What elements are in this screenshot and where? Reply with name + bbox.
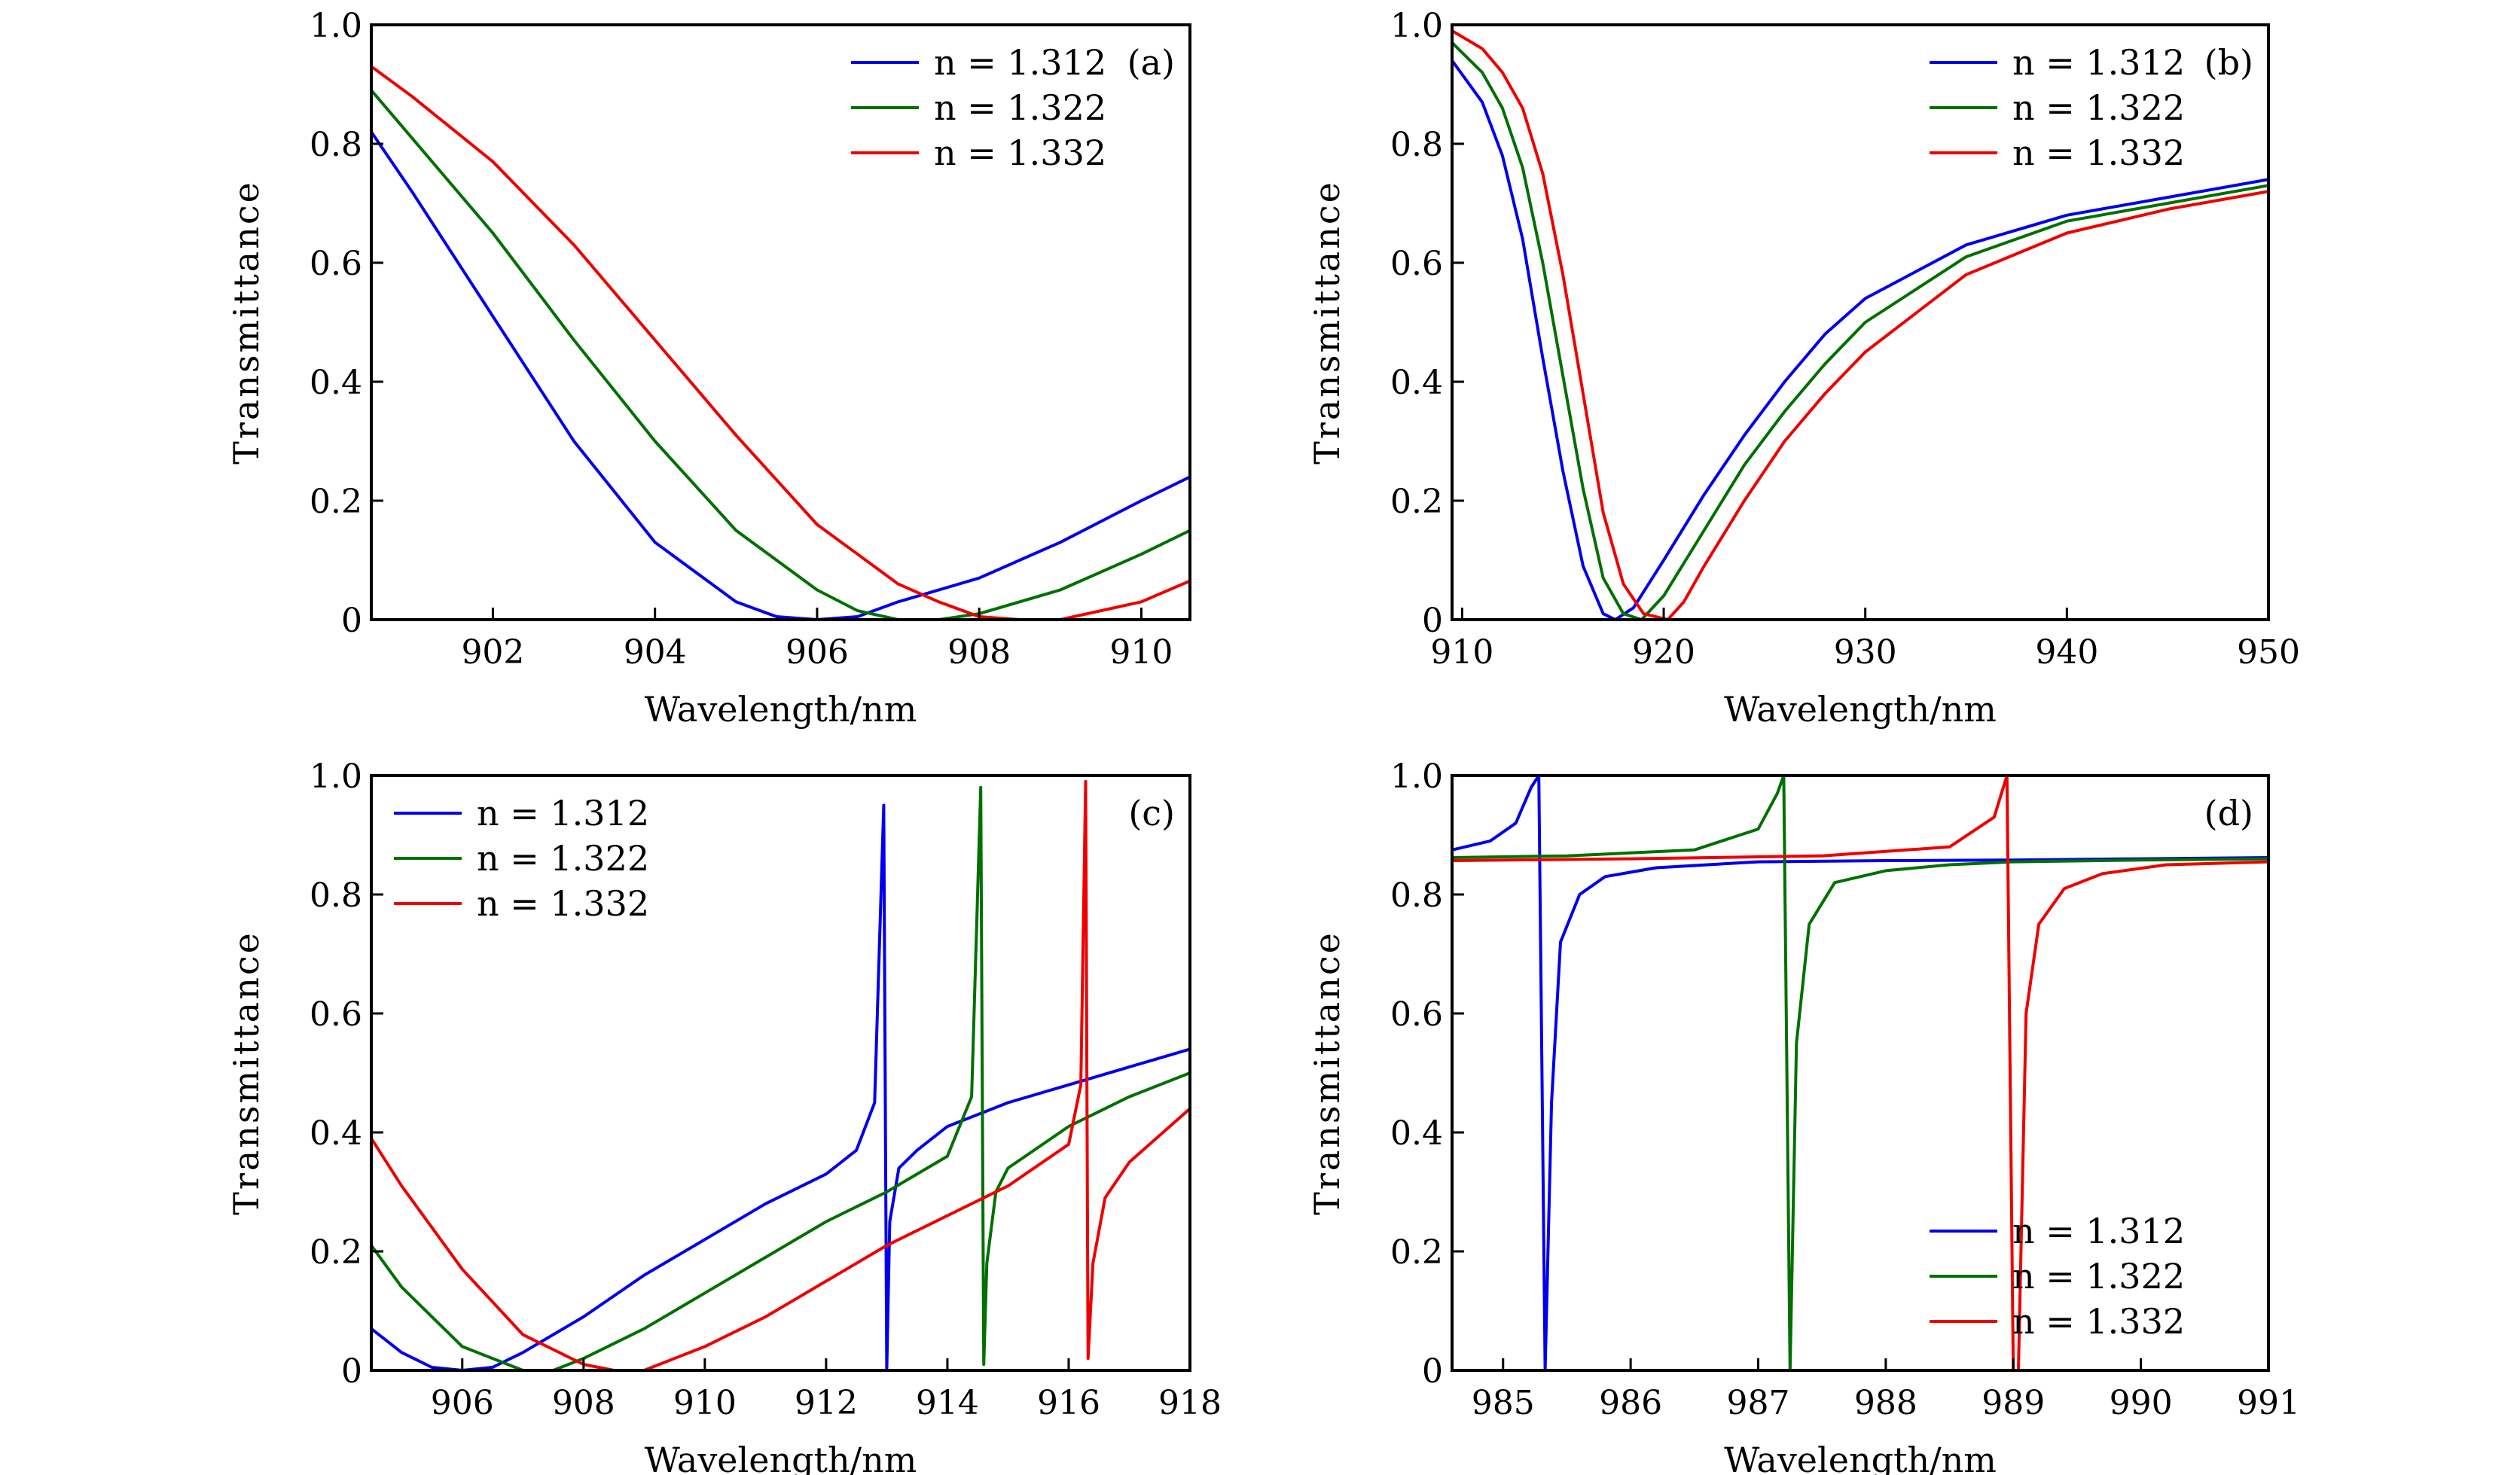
y-tick-label: 0.6 xyxy=(1390,245,1443,283)
panel-c: 906 908 910 912 914 916 918 0 0.2 0.4 0.6 0.8 1.0 Wav… xyxy=(226,757,1222,1475)
panel-b: 910 920 930 940 950 0 0.2 0.4 0.6 0.8 1.0 Wavelengt… xyxy=(1307,7,2300,730)
plot-frame xyxy=(1451,774,2270,1372)
legend-label: n = 1.322 xyxy=(934,87,1106,128)
x-tick-label: 910 xyxy=(673,1384,737,1422)
series-line-1332 xyxy=(371,779,1190,1370)
y-tick-label: 0.8 xyxy=(1390,876,1443,915)
x-tick-label: 904 xyxy=(624,633,687,672)
x-tick-label: 916 xyxy=(1037,1384,1100,1422)
x-tick-label: 940 xyxy=(2035,633,2098,672)
y-tick-label: 0.2 xyxy=(1390,1233,1443,1272)
y-tick-label: 0.4 xyxy=(1390,1114,1443,1153)
series-line-1312 xyxy=(371,131,1190,620)
x-tick-label: 914 xyxy=(916,1384,979,1422)
y-tick-label: 0.2 xyxy=(310,483,362,521)
y-tick-label: 1.0 xyxy=(1390,7,1443,45)
y-tick-label: 0.6 xyxy=(1390,995,1443,1034)
x-axis-title: Wavelength/nm xyxy=(645,1440,917,1475)
y-axis-title: Transmittance xyxy=(1307,180,1347,465)
legend-label: n = 1.312 xyxy=(2012,1211,2185,1251)
panel-a: 902 904 906 908 910 0 0.2 0.4 0.6 0.8 1.0 Wavelengt… xyxy=(226,7,1191,730)
y-tick-label: 1.0 xyxy=(310,7,362,45)
y-tick-label: 0.8 xyxy=(310,876,362,915)
y-tick-label: 0.2 xyxy=(310,1233,362,1272)
legend-label: n = 1.332 xyxy=(2012,1301,2185,1342)
y-tick-label: 0 xyxy=(1422,602,1443,640)
y-tick-label: 0 xyxy=(341,1352,362,1391)
x-tick-label: 906 xyxy=(431,1384,494,1422)
series-line-1332 xyxy=(1452,776,2268,1370)
x-tick-label: 918 xyxy=(1158,1384,1222,1422)
series-line-1312 xyxy=(1452,776,2268,1370)
x-axis-title: Wavelength/nm xyxy=(1724,689,1997,730)
x-tick-label: 908 xyxy=(552,1384,615,1422)
y-tick-label: 0.4 xyxy=(310,364,362,402)
panel-label: (d) xyxy=(2204,793,2253,833)
series-line-1332 xyxy=(1452,29,2268,620)
panel-d: 985 986 987 988 989 990 991 0 0.2 0.4 0.6 0.8 1.0 Wav… xyxy=(1307,757,2300,1475)
legend-label: n = 1.312 xyxy=(934,42,1106,83)
panel-label: (a) xyxy=(1127,42,1175,83)
x-tick-label: 906 xyxy=(786,633,849,672)
x-tick-label: 920 xyxy=(1632,633,1695,672)
y-tick-label: 0.4 xyxy=(1390,364,1443,402)
panel-label: (b) xyxy=(2204,42,2253,83)
series-line-1312 xyxy=(371,803,1190,1370)
plot-frame xyxy=(1451,23,2270,621)
x-tick-label: 991 xyxy=(2237,1384,2300,1422)
y-tick-label: 0.6 xyxy=(310,995,362,1034)
x-tick-label: 910 xyxy=(1430,633,1493,672)
series-line-1322 xyxy=(1452,776,2268,1370)
legend-label: n = 1.332 xyxy=(934,133,1106,173)
plot-frame xyxy=(370,23,1191,621)
x-axis-title: Wavelength/nm xyxy=(645,689,917,730)
legend-label: n = 1.312 xyxy=(2012,42,2185,83)
x-tick-label: 987 xyxy=(1727,1384,1790,1422)
series-line-1322 xyxy=(371,785,1190,1370)
y-tick-label: 0 xyxy=(1422,1352,1443,1391)
x-tick-label: 908 xyxy=(947,633,1011,672)
legend-label: n = 1.332 xyxy=(477,883,649,924)
legend-label: n = 1.322 xyxy=(2012,87,2185,128)
series-line-1322 xyxy=(371,89,1190,620)
y-tick-label: 0.6 xyxy=(310,245,362,283)
y-axis-title: Transmittance xyxy=(1307,931,1347,1215)
x-tick-label: 986 xyxy=(1599,1384,1662,1422)
y-tick-label: 0.4 xyxy=(310,1114,362,1153)
y-tick-label: 1.0 xyxy=(310,757,362,796)
y-tick-label: 0.8 xyxy=(310,126,362,164)
x-tick-label: 910 xyxy=(1109,633,1173,672)
series-line-1312 xyxy=(1452,59,2268,620)
y-tick-label: 0.2 xyxy=(1390,483,1443,521)
panel-label: (c) xyxy=(1128,793,1175,833)
y-tick-label: 0 xyxy=(341,602,362,640)
x-tick-label: 930 xyxy=(1834,633,1897,672)
legend-label: n = 1.312 xyxy=(477,793,649,833)
y-axis-title: Transmittance xyxy=(226,180,267,465)
x-axis-title: Wavelength/nm xyxy=(1724,1440,1997,1475)
y-tick-label: 0.8 xyxy=(1390,126,1443,164)
y-tick-label: 1.0 xyxy=(1390,757,1443,796)
x-tick-label: 989 xyxy=(1982,1384,2045,1422)
x-tick-label: 902 xyxy=(461,633,524,672)
x-tick-label: 985 xyxy=(1472,1384,1535,1422)
plot-frame xyxy=(370,774,1191,1372)
series-line-1322 xyxy=(1452,41,2268,620)
x-tick-label: 988 xyxy=(1854,1384,1917,1422)
y-axis-title: Transmittance xyxy=(226,931,267,1215)
series-line-1332 xyxy=(371,65,1190,620)
legend-label: n = 1.322 xyxy=(2012,1256,2185,1297)
legend-label: n = 1.332 xyxy=(2012,133,2185,173)
x-tick-label: 990 xyxy=(2110,1384,2173,1422)
x-tick-label: 950 xyxy=(2237,633,2300,672)
x-tick-label: 912 xyxy=(795,1384,858,1422)
legend-label: n = 1.322 xyxy=(477,838,649,879)
